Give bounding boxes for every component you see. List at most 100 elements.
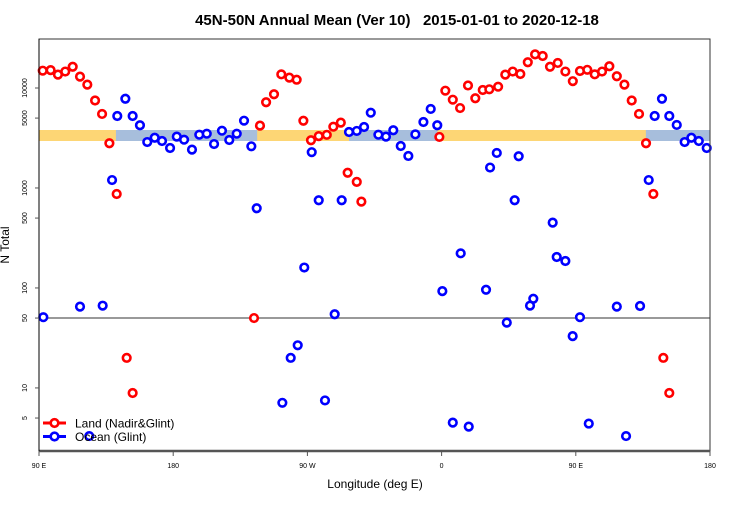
data-point — [619, 79, 630, 90]
data-point — [528, 293, 539, 304]
data-point — [121, 352, 132, 363]
legend-marker — [49, 431, 60, 442]
y-tick-label: 500 — [22, 212, 29, 224]
data-point — [164, 142, 176, 154]
data-point — [89, 95, 101, 106]
data-point — [178, 134, 190, 145]
series-land — [37, 49, 675, 399]
data-point — [292, 340, 303, 351]
y-tick-label: 10000 — [22, 78, 29, 98]
data-point — [480, 284, 492, 295]
data-point — [437, 286, 448, 297]
data-point — [604, 61, 615, 72]
data-point — [509, 195, 520, 206]
data-point — [74, 301, 86, 312]
data-point — [560, 255, 571, 267]
x-axis-label: Longitude (deg E) — [327, 477, 422, 491]
data-point — [335, 117, 346, 128]
x-axis: 90 E 180 90 W 0 90 E 180 — [32, 451, 716, 470]
data-point — [552, 57, 563, 69]
data-point — [484, 162, 496, 173]
data-point — [648, 188, 659, 200]
data-point — [491, 147, 502, 159]
data-point — [298, 115, 309, 126]
data-point — [633, 108, 645, 120]
data-point — [351, 176, 362, 188]
x-tick-label: 0 — [440, 463, 444, 470]
data-point — [351, 125, 362, 137]
data-point — [693, 135, 704, 147]
data-point — [319, 395, 331, 406]
data-point — [611, 71, 622, 82]
data-point — [254, 120, 266, 131]
data-point — [67, 61, 78, 72]
data-point — [447, 417, 458, 428]
data-point — [285, 352, 296, 363]
data-point — [537, 50, 548, 62]
data-point — [470, 93, 481, 104]
data-point — [216, 125, 228, 136]
ocean-band-segment — [645, 130, 710, 141]
data-point — [97, 300, 108, 311]
data-point — [656, 93, 668, 104]
data-point — [513, 151, 524, 162]
data-point — [626, 95, 637, 106]
data-point — [649, 110, 660, 122]
data-point — [620, 430, 632, 442]
data-point — [321, 129, 332, 140]
data-point — [395, 140, 406, 152]
y-tick-label: 1000 — [22, 180, 29, 196]
data-point — [463, 421, 474, 432]
data-point — [313, 131, 324, 142]
data-point — [246, 141, 257, 152]
data-point — [547, 217, 558, 228]
data-point — [260, 97, 272, 108]
data-point — [120, 93, 131, 104]
data-point — [38, 312, 49, 323]
data-point — [305, 135, 317, 146]
data-point — [596, 66, 608, 77]
data-point — [111, 188, 122, 200]
data-point — [328, 121, 339, 132]
y-tick-label: 10 — [22, 384, 29, 392]
y-tick-label: 5 — [22, 416, 29, 420]
data-point — [701, 142, 712, 154]
data-point — [96, 108, 108, 120]
data-point — [551, 251, 562, 263]
data-point — [343, 126, 355, 138]
data-point — [583, 418, 594, 429]
data-point — [434, 131, 445, 143]
data-point — [238, 115, 250, 126]
data-point — [440, 85, 451, 96]
data-point — [582, 64, 593, 75]
data-point — [186, 144, 198, 155]
data-point — [231, 128, 242, 139]
data-point — [501, 317, 512, 328]
data-point — [380, 131, 392, 142]
plot-frame — [38, 38, 711, 452]
data-point — [455, 248, 466, 259]
legend-label: Land (Nadir&Glint) — [75, 417, 174, 431]
data-point — [567, 330, 578, 342]
data-point — [515, 68, 526, 80]
data-point — [268, 89, 280, 100]
x-tick-label: 90 E — [569, 463, 584, 470]
data-point — [251, 203, 262, 214]
data-point — [104, 138, 115, 149]
data-point — [574, 312, 586, 323]
data-point — [462, 80, 474, 91]
data-point — [358, 121, 370, 133]
data-point — [425, 103, 436, 115]
data-point — [127, 110, 138, 122]
data-point — [664, 110, 675, 122]
data-point — [560, 66, 571, 77]
data-point — [356, 196, 367, 207]
chart-title: 45N-50N Annual Mean (Ver 10) 2015-01-01 … — [195, 12, 599, 29]
data-point — [291, 74, 302, 85]
data-point — [84, 430, 95, 442]
data-point — [306, 147, 317, 158]
data-point — [106, 174, 118, 186]
data-point — [224, 134, 235, 146]
x-tick-label: 180 — [167, 463, 179, 470]
data-point — [634, 300, 646, 312]
